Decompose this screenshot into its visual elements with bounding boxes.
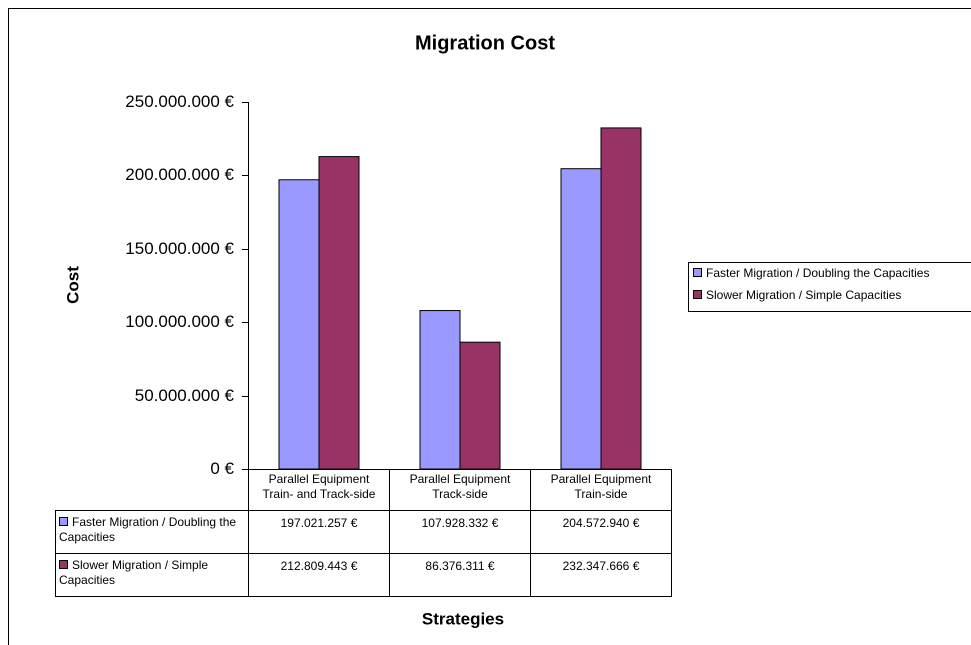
table-series-name-text: Slower Migration / Simple Capacities <box>59 558 209 587</box>
table-value: 204.572.940 € <box>531 516 671 536</box>
table-value-text: 232.347.666 € <box>562 559 640 573</box>
x-tick-label-text: Parallel Equipment Track-side <box>409 472 511 501</box>
table-series-name: Slower Migration / Simple Capacities <box>59 558 246 595</box>
table-value-text: 204.572.940 € <box>562 516 640 530</box>
legend-box <box>688 262 971 312</box>
chart-frame <box>8 8 971 645</box>
table-value-text: 212.809.443 € <box>280 559 358 573</box>
x-tick-label: Parallel Equipment Track-side <box>390 472 530 510</box>
legend-entry: Slower Migration / Simple Capacities <box>693 288 968 306</box>
table-value-text: 197.021.257 € <box>280 516 358 530</box>
bar <box>560 168 602 470</box>
bar <box>600 127 642 470</box>
x-tick-label-text: Parallel Equipment Train-side <box>550 472 652 501</box>
x-tick-label-text: Parallel Equipment Train- and Track-side <box>262 472 376 501</box>
table-value: 212.809.443 € <box>249 559 389 579</box>
legend-entry: Faster Migration / Doubling the Capaciti… <box>693 266 968 284</box>
legend-swatch <box>693 268 702 277</box>
y-axis-label: Cost <box>63 266 82 304</box>
legend-swatch <box>693 290 702 299</box>
bar <box>459 341 501 470</box>
y-tick-label: 150.000.000 € <box>125 239 234 258</box>
chart-title: Migration Cost <box>415 32 555 54</box>
table-value-text: 107.928.332 € <box>421 516 499 530</box>
x-tick-label: Parallel Equipment Train-side <box>531 472 671 510</box>
table-series-name-text: Faster Migration / Doubling the Capaciti… <box>59 515 237 544</box>
bar <box>278 179 320 470</box>
x-axis-label: Strategies <box>422 609 504 628</box>
bar <box>419 310 461 470</box>
table-value: 107.928.332 € <box>390 516 530 536</box>
x-tick-label: Parallel Equipment Train- and Track-side <box>249 472 389 510</box>
y-tick-label: 250.000.000 € <box>125 92 234 111</box>
legend-entry-text: Slower Migration / Simple Capacities <box>706 288 902 302</box>
y-tick-label: 50.000.000 € <box>135 386 235 405</box>
bar <box>318 156 360 470</box>
y-tick-label: 200.000.000 € <box>125 165 234 184</box>
table-value: 232.347.666 € <box>531 559 671 579</box>
legend-swatch <box>59 517 68 526</box>
table-value: 86.376.311 € <box>390 559 530 579</box>
y-tick-label: 100.000.000 € <box>125 312 234 331</box>
y-tick-label: 0 € <box>210 459 234 478</box>
legend-swatch <box>59 560 68 569</box>
table-value: 197.021.257 € <box>249 516 389 536</box>
legend-entry-text: Faster Migration / Doubling the Capaciti… <box>706 266 930 280</box>
table-series-name: Faster Migration / Doubling the Capaciti… <box>59 515 246 552</box>
table-value-text: 86.376.311 € <box>425 559 495 573</box>
